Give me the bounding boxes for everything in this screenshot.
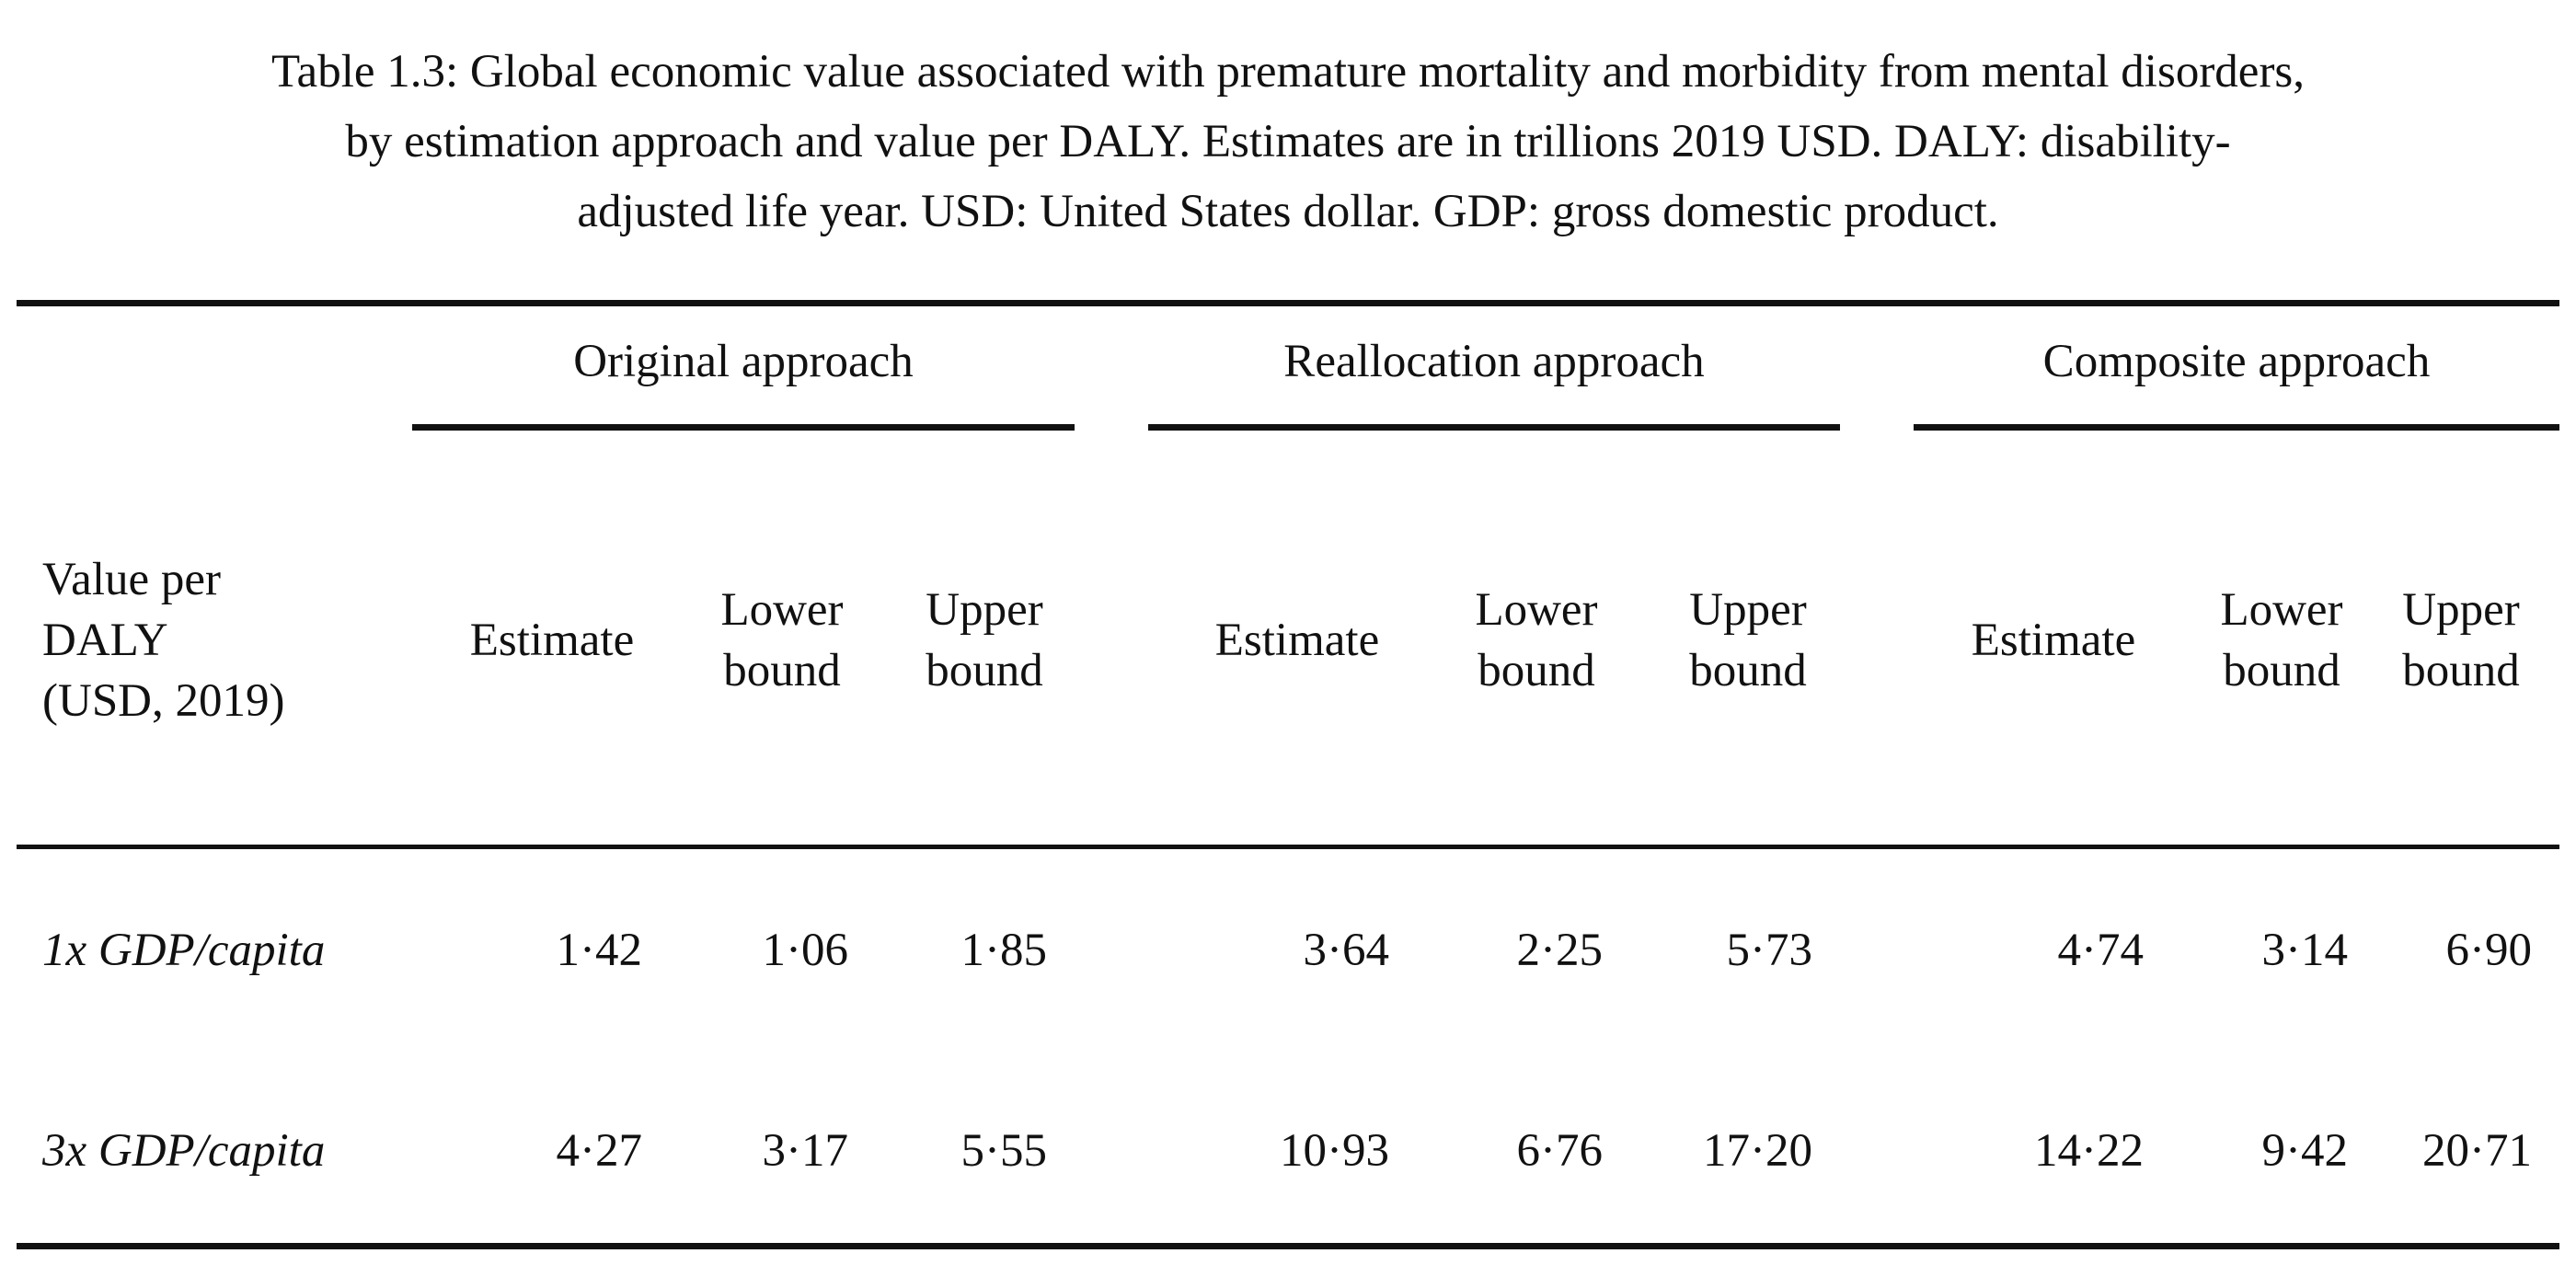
col-header-composite-upper: Upper bound <box>2364 580 2558 701</box>
col-header-original-upper: Upper bound <box>883 580 1086 701</box>
col-header-line: bound <box>723 645 841 696</box>
col-header-original-estimate: Estimate <box>469 615 635 666</box>
cell-3x-composite-upper: 20·71 <box>2422 1125 2532 1177</box>
cell-3x-original-estimate: 4·27 <box>556 1125 642 1177</box>
cell-1x-reallocation-estimate: 3·64 <box>1303 925 1389 976</box>
col-header-line: bound <box>1478 645 1595 696</box>
caption-line-2: by estimation approach and value per DAL… <box>345 116 2231 167</box>
col-header-line: Lower <box>2220 584 2343 636</box>
col-header-line: Upper <box>926 584 1043 636</box>
group-label-composite: Composite approach <box>2042 336 2431 387</box>
col-header-line: Lower <box>720 584 844 636</box>
stub-header: Value per DALY (USD, 2019) <box>42 549 285 731</box>
caption-line-3: adjusted life year. USD: United States d… <box>577 186 1999 237</box>
cell-3x-reallocation-lower: 6·76 <box>1516 1125 1603 1177</box>
col-header-reallocation-upper: Upper bound <box>1647 580 1849 701</box>
cell-1x-reallocation-lower: 2·25 <box>1516 925 1603 976</box>
row-label-1x-gdp: 1x GDP/capita <box>42 925 326 976</box>
cell-3x-original-upper: 5·55 <box>960 1125 1047 1177</box>
col-header-line: bound <box>926 645 1043 696</box>
table-header-rule <box>17 845 2559 849</box>
cell-1x-original-lower: 1·06 <box>762 925 848 976</box>
table-caption: Table 1.3: Global economic value associa… <box>37 37 2539 247</box>
cell-1x-reallocation-upper: 5·73 <box>1726 925 1812 976</box>
col-header-line: Upper <box>1689 584 1807 636</box>
table-bottom-rule <box>17 1243 2559 1249</box>
col-header-composite-lower: Lower bound <box>2180 580 2383 701</box>
table-top-rule <box>17 300 2559 306</box>
stub-header-line-3: (USD, 2019) <box>42 675 285 727</box>
col-header-line: bound <box>2402 645 2520 696</box>
cell-1x-composite-lower: 3·14 <box>2261 925 2348 976</box>
cell-1x-composite-upper: 6·90 <box>2445 925 2532 976</box>
col-header-reallocation-lower: Lower bound <box>1435 580 1638 701</box>
cell-1x-composite-estimate: 4·74 <box>2057 925 2144 976</box>
col-header-line: bound <box>1689 645 1807 696</box>
cell-1x-original-upper: 1·85 <box>960 925 1047 976</box>
stub-header-line-2: DALY <box>42 615 168 666</box>
row-label-3x-gdp: 3x GDP/capita <box>42 1125 326 1177</box>
cell-1x-original-estimate: 1·42 <box>556 925 642 976</box>
col-header-line: Upper <box>2402 584 2520 636</box>
cell-3x-reallocation-estimate: 10·93 <box>1280 1125 1389 1177</box>
col-header-reallocation-estimate: Estimate <box>1214 615 1380 666</box>
group-label-original: Original approach <box>573 336 914 387</box>
group-rule-reallocation <box>1148 424 1840 431</box>
group-label-reallocation: Reallocation approach <box>1283 336 1705 387</box>
cell-3x-reallocation-upper: 17·20 <box>1703 1125 1812 1177</box>
stub-header-line-1: Value per <box>42 554 221 605</box>
col-header-original-lower: Lower bound <box>681 580 883 701</box>
caption-line-1: Table 1.3: Global economic value associa… <box>270 46 2306 98</box>
group-rule-composite <box>1914 424 2559 431</box>
col-header-line: bound <box>2223 645 2340 696</box>
col-header-composite-estimate: Estimate <box>1971 615 2136 666</box>
group-rule-original <box>412 424 1075 431</box>
cell-3x-composite-lower: 9·42 <box>2261 1125 2348 1177</box>
cell-3x-original-lower: 3·17 <box>762 1125 848 1177</box>
col-header-line: Lower <box>1475 584 1598 636</box>
cell-3x-composite-estimate: 14·22 <box>2034 1125 2144 1177</box>
